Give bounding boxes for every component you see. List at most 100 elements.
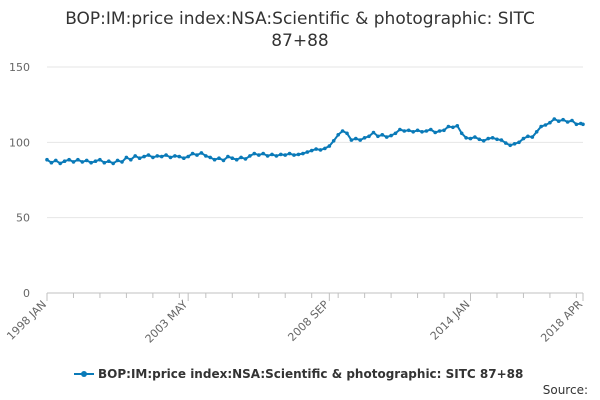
data-point[interactable]: [548, 120, 552, 125]
data-point[interactable]: [58, 161, 62, 166]
data-point[interactable]: [433, 130, 438, 135]
data-point[interactable]: [124, 155, 129, 160]
data-point[interactable]: [305, 150, 310, 154]
data-point[interactable]: [212, 157, 217, 162]
data-point[interactable]: [84, 158, 89, 163]
data-point[interactable]: [354, 136, 358, 141]
data-point[interactable]: [230, 156, 235, 160]
data-point[interactable]: [164, 153, 168, 157]
data-point[interactable]: [111, 161, 115, 166]
data-point[interactable]: [420, 130, 424, 134]
data-point[interactable]: [552, 117, 557, 121]
data-point[interactable]: [570, 118, 574, 123]
data-point[interactable]: [102, 160, 107, 165]
data-point[interactable]: [526, 134, 530, 139]
data-point[interactable]: [442, 128, 446, 133]
data-point[interactable]: [574, 122, 579, 127]
data-point[interactable]: [429, 127, 433, 132]
data-point[interactable]: [133, 154, 137, 158]
data-point[interactable]: [437, 129, 442, 133]
legend[interactable]: BOP:IM:price index:NSA:Scientific & phot…: [74, 367, 523, 381]
data-point[interactable]: [301, 151, 305, 156]
data-point[interactable]: [581, 122, 585, 127]
legend-series-label[interactable]: BOP:IM:price index:NSA:Scientific & phot…: [98, 367, 523, 381]
data-point[interactable]: [349, 138, 354, 142]
data-point[interactable]: [398, 127, 402, 132]
data-point[interactable]: [190, 151, 195, 156]
data-point[interactable]: [530, 135, 535, 139]
data-point[interactable]: [411, 130, 416, 134]
data-point[interactable]: [155, 154, 160, 158]
data-point[interactable]: [208, 155, 212, 160]
data-point[interactable]: [534, 130, 539, 134]
data-point[interactable]: [182, 156, 186, 160]
data-point[interactable]: [296, 152, 301, 157]
data-point[interactable]: [331, 139, 336, 143]
data-point[interactable]: [539, 124, 543, 129]
data-point[interactable]: [217, 156, 221, 160]
data-point[interactable]: [137, 156, 142, 160]
data-point[interactable]: [226, 154, 230, 159]
data-point[interactable]: [459, 131, 464, 136]
data-point[interactable]: [455, 124, 460, 128]
data-point[interactable]: [345, 131, 349, 136]
data-point[interactable]: [274, 154, 279, 158]
data-point[interactable]: [146, 153, 151, 157]
data-point[interactable]: [424, 129, 429, 133]
data-point[interactable]: [521, 136, 526, 141]
data-point[interactable]: [556, 119, 561, 123]
data-point[interactable]: [376, 134, 380, 139]
data-point[interactable]: [473, 135, 477, 139]
data-point[interactable]: [318, 148, 323, 152]
data-point[interactable]: [283, 153, 288, 157]
data-point[interactable]: [565, 120, 570, 124]
data-point[interactable]: [265, 154, 270, 158]
data-point[interactable]: [402, 129, 407, 133]
data-point[interactable]: [406, 128, 411, 133]
data-point[interactable]: [195, 153, 199, 157]
data-point[interactable]: [199, 151, 204, 155]
data-point[interactable]: [287, 151, 292, 156]
data-point[interactable]: [129, 157, 133, 162]
data-point[interactable]: [371, 130, 376, 135]
data-point[interactable]: [151, 155, 155, 160]
data-point[interactable]: [389, 133, 393, 138]
data-point[interactable]: [71, 160, 76, 164]
data-point[interactable]: [234, 157, 239, 162]
data-point[interactable]: [504, 141, 508, 145]
data-point[interactable]: [67, 157, 71, 162]
data-point[interactable]: [384, 135, 389, 139]
data-point[interactable]: [93, 159, 98, 163]
data-point[interactable]: [415, 128, 420, 133]
data-point[interactable]: [261, 151, 266, 156]
data-point[interactable]: [362, 136, 367, 140]
data-point[interactable]: [309, 148, 314, 153]
data-point[interactable]: [107, 159, 111, 163]
data-point[interactable]: [257, 153, 261, 157]
data-point[interactable]: [89, 160, 93, 165]
data-point[interactable]: [490, 136, 495, 140]
data-point[interactable]: [98, 157, 102, 162]
data-point[interactable]: [142, 154, 146, 159]
data-point[interactable]: [76, 157, 80, 162]
data-point[interactable]: [248, 154, 252, 158]
data-point[interactable]: [477, 137, 482, 142]
data-point[interactable]: [168, 155, 173, 160]
data-point[interactable]: [340, 129, 345, 133]
data-point[interactable]: [45, 157, 49, 162]
data-point[interactable]: [159, 154, 164, 159]
data-point[interactable]: [393, 131, 398, 136]
data-point[interactable]: [543, 123, 548, 127]
data-point[interactable]: [468, 136, 473, 141]
data-point[interactable]: [177, 154, 182, 159]
data-point[interactable]: [204, 154, 208, 158]
data-point[interactable]: [252, 151, 257, 156]
data-point[interactable]: [279, 152, 283, 157]
data-point[interactable]: [323, 146, 327, 151]
data-point[interactable]: [239, 155, 243, 160]
data-point[interactable]: [486, 136, 491, 141]
data-point[interactable]: [517, 140, 521, 145]
data-point[interactable]: [327, 144, 332, 148]
data-point[interactable]: [367, 134, 371, 139]
data-point[interactable]: [221, 158, 226, 163]
